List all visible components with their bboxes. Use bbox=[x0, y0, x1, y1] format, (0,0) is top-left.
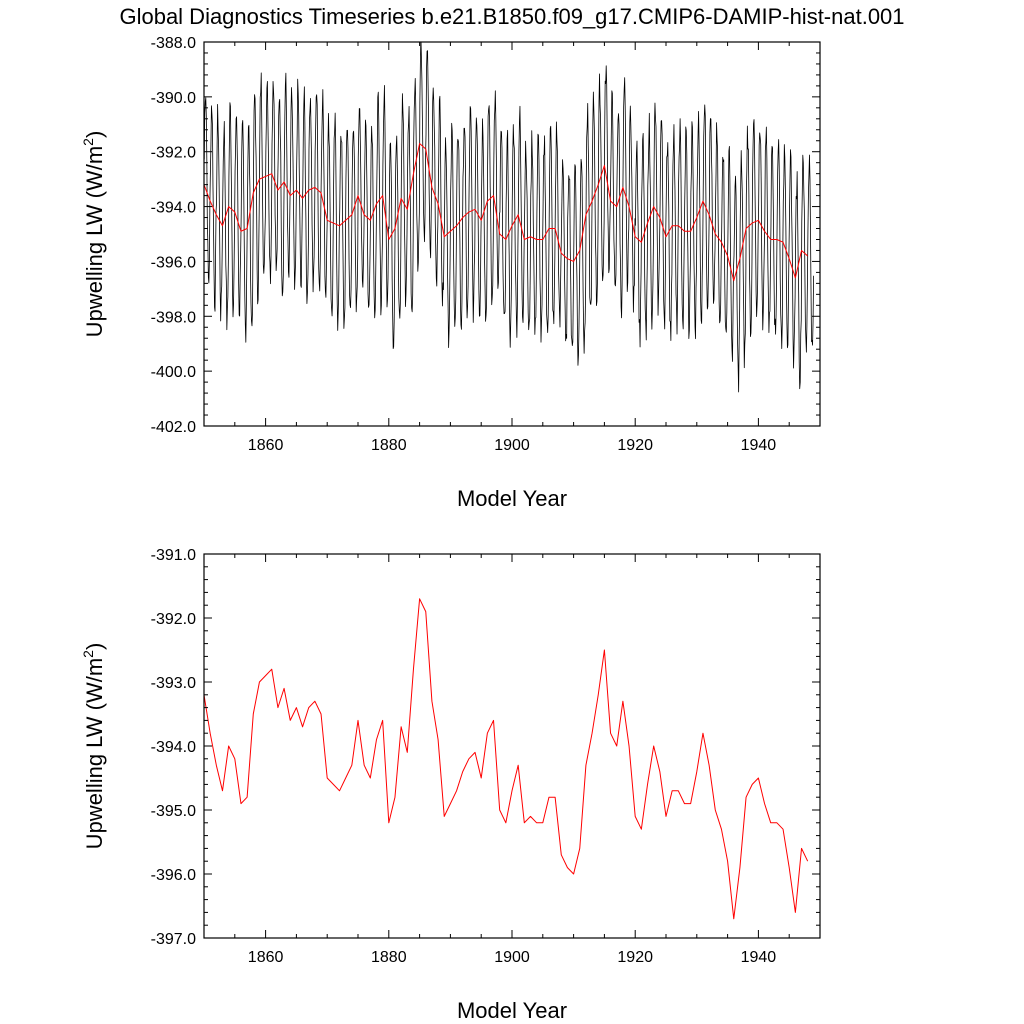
x-axis-label: Model Year bbox=[457, 486, 567, 511]
annual-mean-series-line bbox=[204, 598, 809, 920]
annual-mean-series-line bbox=[204, 142, 809, 282]
y-axis-label: Upwelling LW (W/m2) bbox=[80, 131, 107, 338]
y-tick-label: -388.0 bbox=[151, 35, 196, 52]
y-tick-label: -394.0 bbox=[151, 200, 196, 217]
y-tick-label: -394.0 bbox=[151, 739, 196, 756]
x-axis-label: Model Year bbox=[457, 998, 567, 1023]
bottom-panel-annual-mean-chart: 1860 1880 1900 1920 1940 -391.0 -392.0 -393.0 -3… bbox=[80, 547, 821, 1023]
x-tick-label: 1940 bbox=[741, 949, 777, 966]
y-tick-label: -392.0 bbox=[151, 611, 196, 628]
y-tick-label: -396.0 bbox=[151, 254, 196, 271]
y-tick-label: -392.0 bbox=[151, 145, 196, 162]
x-tick-label: 1860 bbox=[248, 437, 284, 454]
y-tick-label: -391.0 bbox=[151, 547, 196, 564]
x-tick-label: 1860 bbox=[248, 949, 284, 966]
figure-title: Global Diagnostics Timeseries b.e21.B185… bbox=[119, 4, 904, 29]
plot-area bbox=[204, 42, 814, 393]
x-tick-label: 1880 bbox=[371, 949, 407, 966]
monthly-series-line bbox=[204, 42, 814, 393]
y-tick-label: -396.0 bbox=[151, 867, 196, 884]
x-tick-label: 1920 bbox=[617, 437, 653, 454]
y-tick-label: -393.0 bbox=[151, 675, 196, 692]
y-tick-label: -398.0 bbox=[151, 309, 196, 326]
y-tick-label: -395.0 bbox=[151, 803, 196, 820]
y-tick-label: -390.0 bbox=[151, 90, 196, 107]
y-tick-label: -400.0 bbox=[151, 364, 196, 381]
top-panel-timeseries-chart: 1860 1880 1900 1920 1940 -388.0 -390.0 -392.0 -3… bbox=[80, 35, 821, 511]
x-tick-label: 1920 bbox=[617, 949, 653, 966]
plot-area bbox=[204, 598, 809, 920]
x-tick-label: 1940 bbox=[741, 437, 777, 454]
x-tick-label: 1900 bbox=[494, 437, 530, 454]
x-tick-label: 1900 bbox=[494, 949, 530, 966]
x-tick-label: 1880 bbox=[371, 437, 407, 454]
plot-frame bbox=[203, 553, 821, 939]
y-tick-label: -397.0 bbox=[151, 931, 196, 948]
y-axis-label: Upwelling LW (W/m2) bbox=[80, 643, 107, 850]
y-tick-label: -402.0 bbox=[151, 419, 196, 436]
